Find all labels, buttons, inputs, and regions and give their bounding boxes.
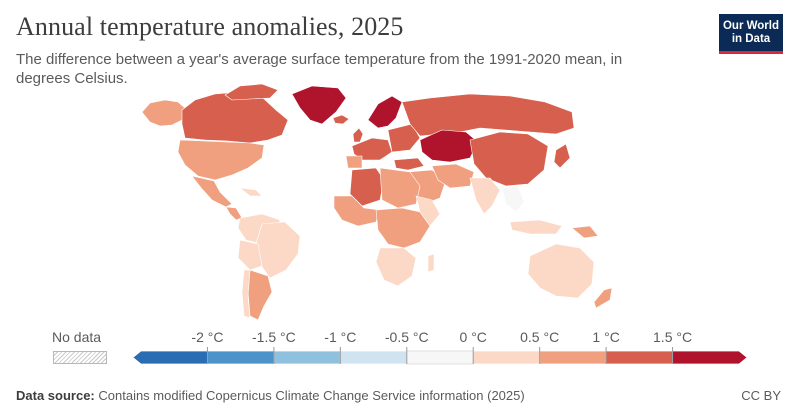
region-chile[interactable]	[241, 269, 251, 319]
chart-title: Annual temperature anomalies, 2025	[16, 12, 404, 41]
region-southern-africa[interactable]	[375, 247, 417, 287]
region-algeria[interactable]	[349, 167, 385, 207]
legend-tick-label: -2 °C	[191, 329, 224, 345]
owid-logo[interactable]: Our World in Data	[719, 14, 783, 54]
legend-tick-label: -1 °C	[324, 329, 357, 345]
data-source: Data source: Contains modified Copernicu…	[16, 388, 525, 403]
logo-line-2: in Data	[731, 32, 771, 45]
region-australia[interactable]	[527, 243, 595, 299]
region-southeast-asia[interactable]	[501, 185, 525, 213]
region-china[interactable]	[469, 131, 549, 187]
legend-tick-label: 1 °C	[592, 329, 620, 345]
region-central-america[interactable]	[225, 206, 243, 221]
legend-tick-label: 0 °C	[459, 329, 487, 345]
data-source-label: Data source:	[16, 388, 95, 403]
region-turkey[interactable]	[393, 157, 425, 171]
legend-bin-1[interactable]	[207, 350, 275, 365]
region-indonesia[interactable]	[509, 219, 563, 235]
region-madagascar[interactable]	[427, 253, 435, 273]
region-kazakhstan[interactable]	[419, 129, 479, 163]
license[interactable]: CC BY	[741, 388, 781, 403]
region-western-europe[interactable]	[351, 137, 393, 161]
legend-bin-0[interactable]	[132, 350, 208, 365]
legend-bin-4[interactable]	[406, 350, 474, 365]
region-iberia[interactable]	[345, 155, 363, 169]
legend-tick-label: -0.5 °C	[384, 329, 429, 345]
region-united-kingdom[interactable]	[352, 127, 364, 143]
region-north-africa[interactable]	[379, 167, 421, 209]
region-west-africa[interactable]	[333, 195, 381, 227]
region-caribbean[interactable]	[239, 187, 263, 197]
legend-tick-label: -1.5 °C	[252, 329, 296, 345]
region-scandinavia[interactable]	[367, 95, 403, 129]
region-canadian-arctic[interactable]	[224, 83, 279, 101]
legend-tick-label: 1.5 °C	[653, 329, 693, 345]
region-argentina[interactable]	[247, 269, 273, 321]
region-russia[interactable]	[401, 93, 575, 137]
legend-bin-8[interactable]	[672, 350, 748, 365]
region-united-states[interactable]	[177, 139, 265, 181]
logo-line-1: Our World	[722, 20, 779, 32]
region-papua[interactable]	[571, 225, 599, 239]
legend-bin-2[interactable]	[273, 350, 341, 365]
region-greenland[interactable]	[291, 85, 347, 125]
region-central-africa[interactable]	[375, 207, 431, 249]
no-data-swatch[interactable]	[53, 351, 107, 364]
region-east-africa[interactable]	[415, 195, 441, 227]
chart-subtitle: The difference between a year's average …	[16, 51, 623, 87]
legend-bin-6[interactable]	[539, 350, 607, 365]
region-iceland[interactable]	[332, 114, 350, 125]
legend-tick-label: 0.5 °C	[520, 329, 560, 345]
region-new-zealand[interactable]	[593, 287, 613, 309]
data-source-text[interactable]: Contains modified Copernicus Climate Cha…	[98, 388, 525, 403]
region-india[interactable]	[469, 177, 501, 215]
legend-bin-5[interactable]	[472, 350, 541, 365]
legend-bin-3[interactable]	[339, 350, 408, 365]
no-data-label: No data	[52, 329, 102, 345]
region-mexico[interactable]	[191, 175, 233, 208]
region-peru-bolivia[interactable]	[237, 239, 263, 271]
region-japan[interactable]	[553, 143, 571, 169]
region-canada[interactable]	[181, 91, 289, 144]
legend-bin-7[interactable]	[605, 350, 673, 365]
region-eastern-europe[interactable]	[387, 123, 421, 153]
region-iran[interactable]	[431, 163, 475, 189]
